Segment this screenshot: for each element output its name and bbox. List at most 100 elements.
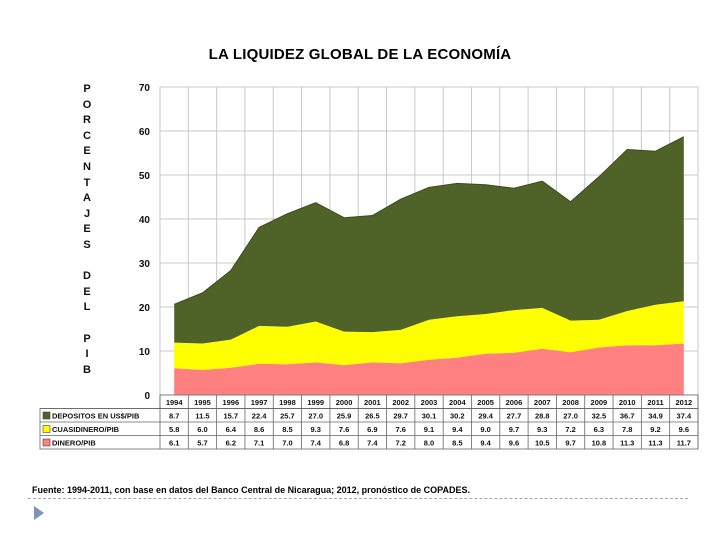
slide-divider (28, 498, 688, 499)
data-table-value: 9.0 (480, 425, 490, 434)
data-table-value: 7.2 (565, 425, 575, 434)
data-table-value: 7.4 (311, 439, 322, 448)
data-table-value: 8.6 (254, 425, 264, 434)
chart-title: LA LIQUIDEZ GLOBAL DE LA ECONOMÍA (208, 46, 512, 63)
x-tick-label: 2006 (506, 398, 523, 407)
data-table-value: 9.4 (452, 425, 463, 434)
series-top-outline (174, 136, 685, 305)
legend-label: DEPOSITOS EN US$/PIB (52, 412, 140, 421)
data-table-value: 6.8 (339, 439, 349, 448)
data-table-value: 36.7 (620, 412, 635, 421)
series-area-cuasidinero-pib (174, 301, 684, 370)
data-table-value: 6.4 (226, 425, 237, 434)
y-tick-label: 0 (144, 391, 150, 402)
data-table-value: 7.2 (395, 439, 405, 448)
data-table-value: 6.1 (169, 439, 179, 448)
data-table-value: 32.5 (592, 412, 607, 421)
x-tick-label: 2007 (534, 398, 551, 407)
y-axis-label-letter: E (83, 223, 91, 236)
y-axis-label-letter: S (83, 238, 91, 251)
y-axis-label-letter: N (83, 160, 91, 173)
data-table-value: 10.8 (592, 439, 607, 448)
legend-swatch (42, 425, 51, 433)
data-table-value: 7.6 (339, 425, 349, 434)
legend-label: CUASIDINERO/PIB (52, 425, 120, 434)
data-table-value: 8.7 (169, 412, 179, 421)
y-axis-label-letter: A (83, 192, 91, 205)
data-table-value: 30.1 (422, 412, 437, 421)
x-tick-label: 2010 (619, 398, 636, 407)
data-table-value: 9.3 (537, 425, 547, 434)
data-table-value: 8.0 (424, 439, 434, 448)
data-table-value: 6.3 (594, 425, 604, 434)
data-table-value: 9.4 (480, 439, 491, 448)
legend-swatch (42, 411, 51, 420)
y-axis-label-letter: E (83, 285, 91, 298)
x-tick-label: 2005 (477, 398, 494, 407)
data-table-value: 37.4 (677, 412, 692, 421)
source-note: Fuente: 1994-2011, con base en datos del… (32, 485, 470, 495)
data-table-value: 10.5 (535, 439, 550, 448)
y-axis-label-letter: P (83, 83, 91, 95)
legend-swatch (42, 438, 51, 447)
y-axis-label-letter: T (83, 176, 91, 189)
x-tick-label: 2009 (591, 398, 608, 407)
data-table-value: 5.7 (197, 439, 207, 448)
x-tick-label: 1995 (194, 398, 211, 407)
y-tick-label: 70 (139, 83, 151, 94)
data-table-value: 25.9 (337, 412, 352, 421)
y-tick-label: 50 (139, 171, 151, 182)
data-table-value: 6.9 (367, 425, 377, 434)
y-axis-label-letter: P (83, 332, 91, 345)
x-tick-label: 1999 (307, 398, 324, 407)
data-table-value: 29.7 (393, 412, 408, 421)
data-table-value: 27.7 (507, 412, 522, 421)
series-area-dinero-pib (174, 343, 684, 395)
data-table-value: 7.0 (282, 439, 292, 448)
data-table-value: 6.2 (226, 439, 236, 448)
legend-label: DINERO/PIB (52, 439, 96, 448)
x-tick-label: 1997 (251, 398, 268, 407)
data-table-value: 6.0 (197, 425, 207, 434)
data-table-value: 34.9 (648, 412, 663, 421)
slide-bullet-icon (34, 506, 44, 520)
data-table-value: 11.3 (648, 439, 662, 448)
x-tick-label: 2002 (392, 398, 409, 407)
data-table-value: 26.5 (365, 412, 380, 421)
y-axis-label-letter: O (82, 98, 92, 111)
data-table-value: 9.7 (509, 425, 519, 434)
data-table-value: 11.5 (195, 412, 209, 421)
x-tick-label: 2003 (421, 398, 438, 407)
y-axis-label-letter: I (85, 348, 89, 361)
y-axis-label-letter: L (83, 301, 91, 314)
data-table-value: 29.4 (478, 412, 493, 421)
x-tick-label: 2001 (364, 398, 381, 407)
x-tick-label: 1996 (222, 398, 239, 407)
y-tick-label: 30 (139, 259, 151, 270)
data-table-value: 27.0 (308, 412, 323, 421)
y-axis-label-letter: C (83, 129, 91, 142)
data-table-value: 9.1 (424, 425, 434, 434)
data-table-value: 9.7 (565, 439, 575, 448)
data-table-value: 30.2 (450, 412, 465, 421)
x-tick-label: 2011 (647, 398, 663, 407)
series-area-depositos-en-us-pib (174, 136, 684, 344)
data-table-value: 15.7 (223, 412, 238, 421)
data-table-value: 8.5 (282, 425, 292, 434)
y-axis-label-letter: E (83, 145, 91, 158)
x-tick-label: 2008 (562, 398, 579, 407)
data-table-value: 9.6 (679, 425, 689, 434)
data-table-value: 11.7 (677, 439, 691, 448)
y-axis-label-letter: J (83, 207, 91, 220)
data-table-value: 9.3 (311, 425, 321, 434)
data-table-value: 7.8 (622, 425, 632, 434)
y-tick-label: 40 (139, 215, 151, 226)
data-table-value: 5.8 (169, 425, 179, 434)
x-tick-label: 1994 (166, 398, 184, 407)
y-axis-label-letter: B (83, 363, 91, 376)
data-table-value: 28.8 (535, 412, 550, 421)
x-tick-label: 2012 (675, 398, 692, 407)
data-table-value: 8.5 (452, 439, 462, 448)
